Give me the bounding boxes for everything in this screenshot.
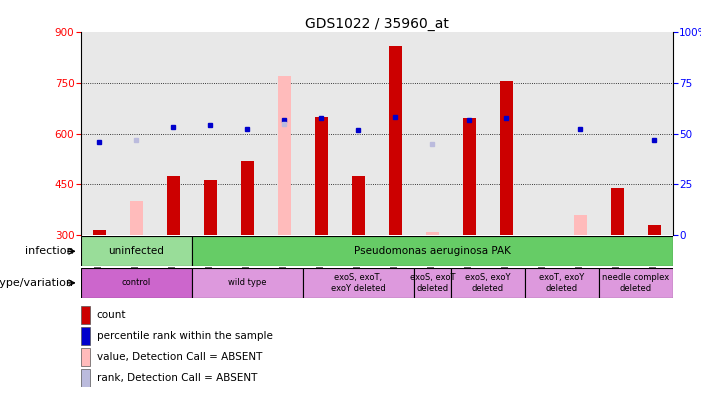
Bar: [414, 268, 451, 298]
Text: control: control: [121, 278, 151, 288]
Bar: [167, 176, 179, 235]
Bar: [599, 268, 673, 298]
Bar: [191, 268, 303, 298]
Bar: [648, 225, 661, 235]
Text: exoT, exoY
deleted: exoT, exoY deleted: [539, 273, 585, 292]
Bar: [278, 76, 291, 235]
Bar: [451, 268, 525, 298]
Bar: [488, 32, 525, 235]
Bar: [191, 32, 229, 235]
Bar: [93, 230, 106, 235]
Bar: [130, 201, 142, 235]
Bar: [191, 236, 673, 266]
Bar: [229, 32, 266, 235]
Bar: [303, 32, 340, 235]
Bar: [636, 32, 673, 235]
Bar: [240, 161, 254, 235]
Text: percentile rank within the sample: percentile rank within the sample: [97, 331, 273, 341]
Bar: [266, 32, 303, 235]
Bar: [315, 117, 328, 235]
Text: exoS, exoT
deleted: exoS, exoT deleted: [409, 273, 455, 292]
Bar: [599, 32, 636, 235]
Bar: [611, 188, 624, 235]
Bar: [574, 215, 587, 235]
Text: needle complex
deleted: needle complex deleted: [602, 273, 669, 292]
Bar: [525, 32, 562, 235]
Bar: [525, 268, 599, 298]
Bar: [81, 306, 90, 324]
Bar: [426, 232, 439, 235]
Bar: [352, 176, 365, 235]
Bar: [155, 32, 191, 235]
Text: exoS, exoT,
exoY deleted: exoS, exoT, exoY deleted: [331, 273, 386, 292]
Bar: [118, 32, 155, 235]
Bar: [81, 32, 118, 235]
Bar: [340, 32, 377, 235]
Text: count: count: [97, 310, 126, 320]
Text: infection: infection: [25, 246, 74, 256]
Bar: [81, 369, 90, 387]
Text: wild type: wild type: [228, 278, 266, 288]
Bar: [389, 46, 402, 235]
Text: exoS, exoY
deleted: exoS, exoY deleted: [465, 273, 510, 292]
Bar: [377, 32, 414, 235]
Text: value, Detection Call = ABSENT: value, Detection Call = ABSENT: [97, 352, 262, 362]
Bar: [463, 119, 476, 235]
Bar: [414, 32, 451, 235]
Bar: [303, 268, 414, 298]
Text: rank, Detection Call = ABSENT: rank, Detection Call = ABSENT: [97, 373, 257, 383]
Bar: [81, 348, 90, 366]
Bar: [562, 32, 599, 235]
Bar: [204, 180, 217, 235]
Bar: [451, 32, 488, 235]
Text: genotype/variation: genotype/variation: [0, 278, 74, 288]
Bar: [81, 327, 90, 345]
Bar: [81, 236, 191, 266]
Text: Pseudomonas aeruginosa PAK: Pseudomonas aeruginosa PAK: [354, 246, 511, 256]
Bar: [500, 81, 513, 235]
Text: uninfected: uninfected: [108, 246, 164, 256]
Bar: [81, 268, 191, 298]
Title: GDS1022 / 35960_at: GDS1022 / 35960_at: [305, 17, 449, 31]
